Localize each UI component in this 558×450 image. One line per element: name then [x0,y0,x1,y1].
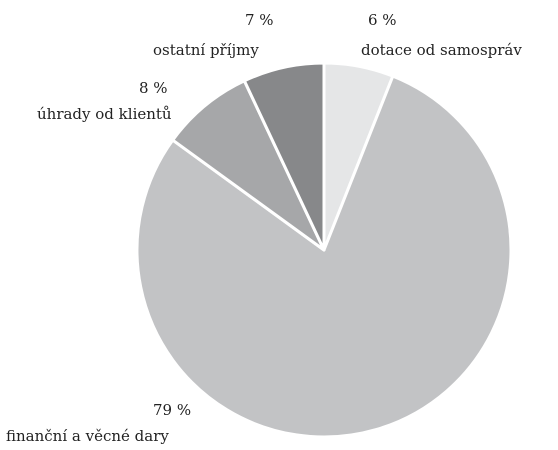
slice-ostatni-label: ostatní příjmy [153,41,259,59]
slice-dary-value: 79 % [153,401,192,419]
slice-dotace-value: 6 % [368,11,397,29]
slice-dary-label: finanční a věcné dary [6,427,169,445]
slice-uhrady [171,79,326,252]
slice-uhrady-label: úhrady od klientů [37,105,172,123]
slice-dotace-label: dotace od samospráv [361,41,522,59]
slice-ostatni-value: 7 % [245,11,274,29]
pie-slices [135,61,513,439]
slice-uhrady-value: 8 % [139,79,168,97]
slice-dary [135,74,513,439]
slice-ostatni [242,61,326,252]
